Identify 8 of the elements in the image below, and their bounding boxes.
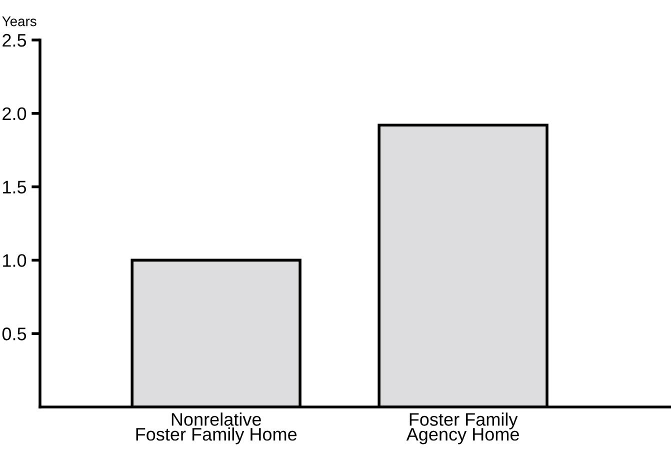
y-tick-label: 1.5: [3, 180, 26, 194]
y-axis-title: Years: [2, 16, 36, 26]
y-tick-label: 2.0: [2, 107, 26, 120]
x-tick-label: Foster Family Agency Home: [406, 412, 519, 444]
x-tick-label: Nonrelative Foster Family Home: [136, 412, 297, 444]
y-tick-label: 2.5: [2, 34, 26, 47]
y-tick-label: 0.5: [2, 328, 26, 340]
y-tick-label: 1.0: [3, 254, 26, 267]
